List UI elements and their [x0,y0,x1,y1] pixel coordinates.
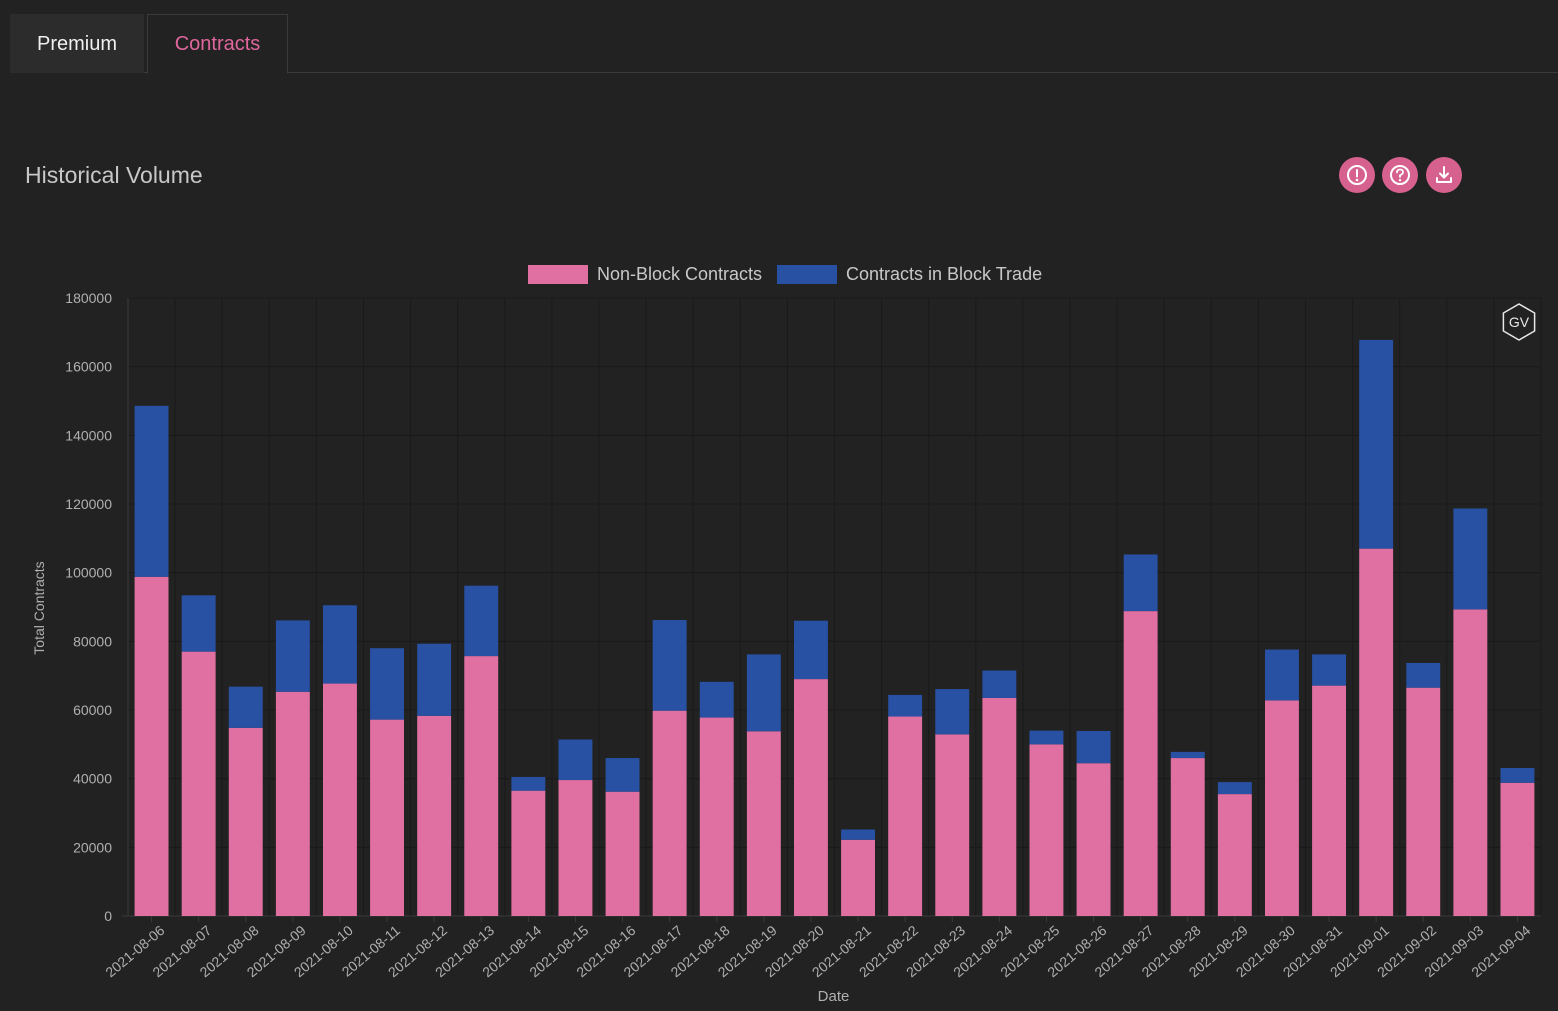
bar-non-block [370,719,405,916]
bar-non-block [322,683,357,916]
bar-block-trade [558,739,593,781]
bar-non-block [1500,782,1535,916]
bar-block-trade [1453,508,1488,610]
y-tick-label: 60000 [73,702,112,718]
bar-non-block [605,791,640,916]
bar-block-trade [1217,782,1252,795]
bar-block-trade [1264,649,1299,701]
bar-non-block [275,691,310,916]
bar-non-block [1264,700,1299,916]
y-tick-label: 160000 [65,359,112,375]
bar-non-block [1406,687,1441,916]
y-tick-label: 140000 [65,427,112,443]
bar-non-block [134,576,169,916]
bar-non-block [1359,548,1394,916]
bar-non-block [464,656,499,916]
bar-block-trade [746,654,781,732]
bar-block-trade [322,605,357,684]
bar-non-block [935,734,970,916]
tab-contracts[interactable]: Contracts [147,14,288,74]
help-icon [1390,165,1410,185]
bar-block-trade [888,694,923,717]
watermark-icon [1502,303,1536,341]
download-button[interactable] [1426,157,1462,193]
bar-block-trade [511,776,546,791]
info-button[interactable] [1339,157,1375,193]
bar-non-block [1170,758,1205,916]
y-tick-label: 20000 [73,839,112,855]
bar-block-trade [841,829,876,840]
bar-block-trade [1312,654,1347,686]
bar-block-trade [1123,554,1158,612]
bar-block-trade [464,585,499,657]
y-tick-label: 40000 [73,771,112,787]
bar-block-trade [935,689,970,735]
bar-non-block [888,716,923,916]
bar-block-trade [228,686,263,728]
legend-swatch-block-trade [777,265,837,284]
bar-block-trade [1359,339,1394,549]
y-axis-title: Total Contracts [31,561,47,654]
legend-label-block-trade: Contracts in Block Trade [846,264,1042,284]
section-title: Historical Volume [25,162,203,188]
bar-block-trade [1500,768,1535,783]
bar-non-block [1076,763,1111,916]
bar-block-trade [134,405,169,577]
bar-block-trade [1029,730,1064,745]
y-tick-label: 180000 [65,290,112,306]
bar-non-block [1453,609,1488,916]
bar-non-block [558,780,593,916]
bar-non-block [841,839,876,916]
info-icon [1347,165,1367,185]
x-axis-title: Date [818,988,850,1005]
y-tick-label: 120000 [65,496,112,512]
bar-non-block [1217,794,1252,916]
bar-block-trade [793,620,828,680]
bar-block-trade [275,620,310,692]
bar-non-block [982,697,1017,916]
bar-block-trade [699,681,734,718]
tab-premium[interactable]: Premium [10,14,144,73]
bar-block-trade [1406,662,1441,688]
bar-non-block [652,710,687,916]
bar-block-trade [652,620,687,711]
watermark-text: GV [1509,314,1530,330]
bar-block-trade [1076,730,1111,764]
y-tick-label: 80000 [73,633,112,649]
y-tick-label: 100000 [65,565,112,581]
y-tick-label: 0 [104,908,112,924]
bar-block-trade [982,670,1017,698]
bar-block-trade [417,643,452,716]
bar-non-block [1312,685,1347,916]
help-button[interactable] [1382,157,1418,193]
bar-non-block [793,679,828,916]
bar-non-block [1123,611,1158,916]
bar-block-trade [181,595,216,652]
bar-block-trade [370,648,405,720]
bar-non-block [228,727,263,916]
legend-label-non-block: Non-Block Contracts [597,264,762,284]
bar-non-block [511,790,546,916]
bar-non-block [699,717,734,916]
bar-non-block [417,715,452,916]
bar-block-trade [605,758,640,792]
tab-bar: Premium Contracts [10,14,1558,74]
bar-non-block [1029,744,1064,916]
download-icon [1436,166,1452,183]
bar-non-block [746,731,781,916]
legend-swatch-non-block [528,265,588,284]
bar-non-block [181,651,216,916]
bar-block-trade [1170,751,1205,759]
